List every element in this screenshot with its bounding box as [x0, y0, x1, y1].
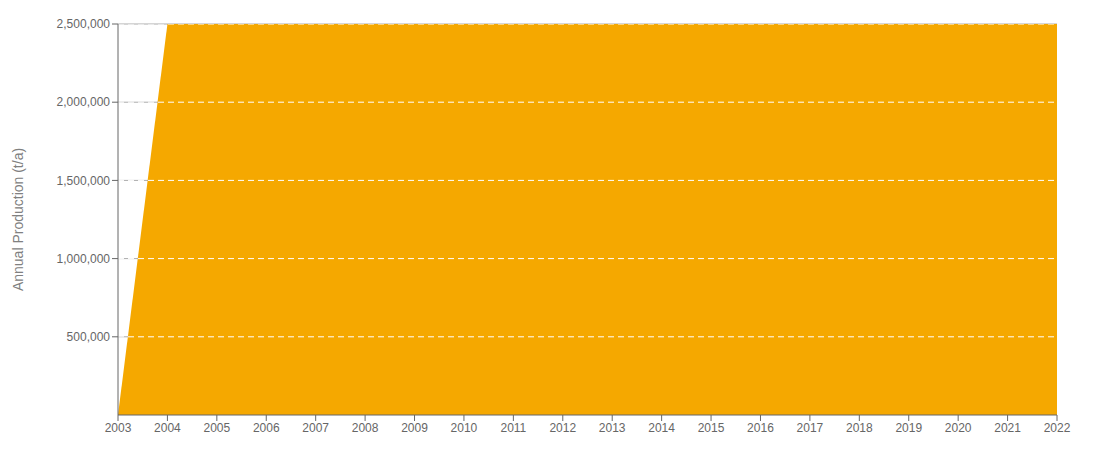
svg-text:2015: 2015: [698, 421, 725, 435]
svg-text:2006: 2006: [253, 421, 280, 435]
svg-text:2013: 2013: [599, 421, 626, 435]
svg-text:2,000,000: 2,000,000: [57, 95, 111, 109]
svg-text:2021: 2021: [994, 421, 1021, 435]
svg-text:2008: 2008: [352, 421, 379, 435]
svg-text:2010: 2010: [451, 421, 478, 435]
svg-text:1,000,000: 1,000,000: [57, 252, 111, 266]
svg-text:Annual Production (t/a): Annual Production (t/a): [10, 148, 26, 291]
svg-text:2,500,000: 2,500,000: [57, 17, 111, 31]
svg-text:2018: 2018: [846, 421, 873, 435]
svg-text:2019: 2019: [895, 421, 922, 435]
svg-text:1,500,000: 1,500,000: [57, 174, 111, 188]
svg-text:2014: 2014: [648, 421, 675, 435]
svg-text:2005: 2005: [203, 421, 230, 435]
svg-text:500,000: 500,000: [67, 330, 111, 344]
svg-text:2003: 2003: [105, 421, 132, 435]
svg-text:2004: 2004: [154, 421, 181, 435]
svg-text:2009: 2009: [401, 421, 428, 435]
svg-text:2012: 2012: [549, 421, 576, 435]
svg-text:2017: 2017: [797, 421, 824, 435]
svg-text:2011: 2011: [500, 421, 526, 435]
svg-text:2020: 2020: [945, 421, 972, 435]
svg-text:2007: 2007: [302, 421, 329, 435]
svg-text:2022: 2022: [1044, 421, 1071, 435]
svg-text:2016: 2016: [747, 421, 774, 435]
